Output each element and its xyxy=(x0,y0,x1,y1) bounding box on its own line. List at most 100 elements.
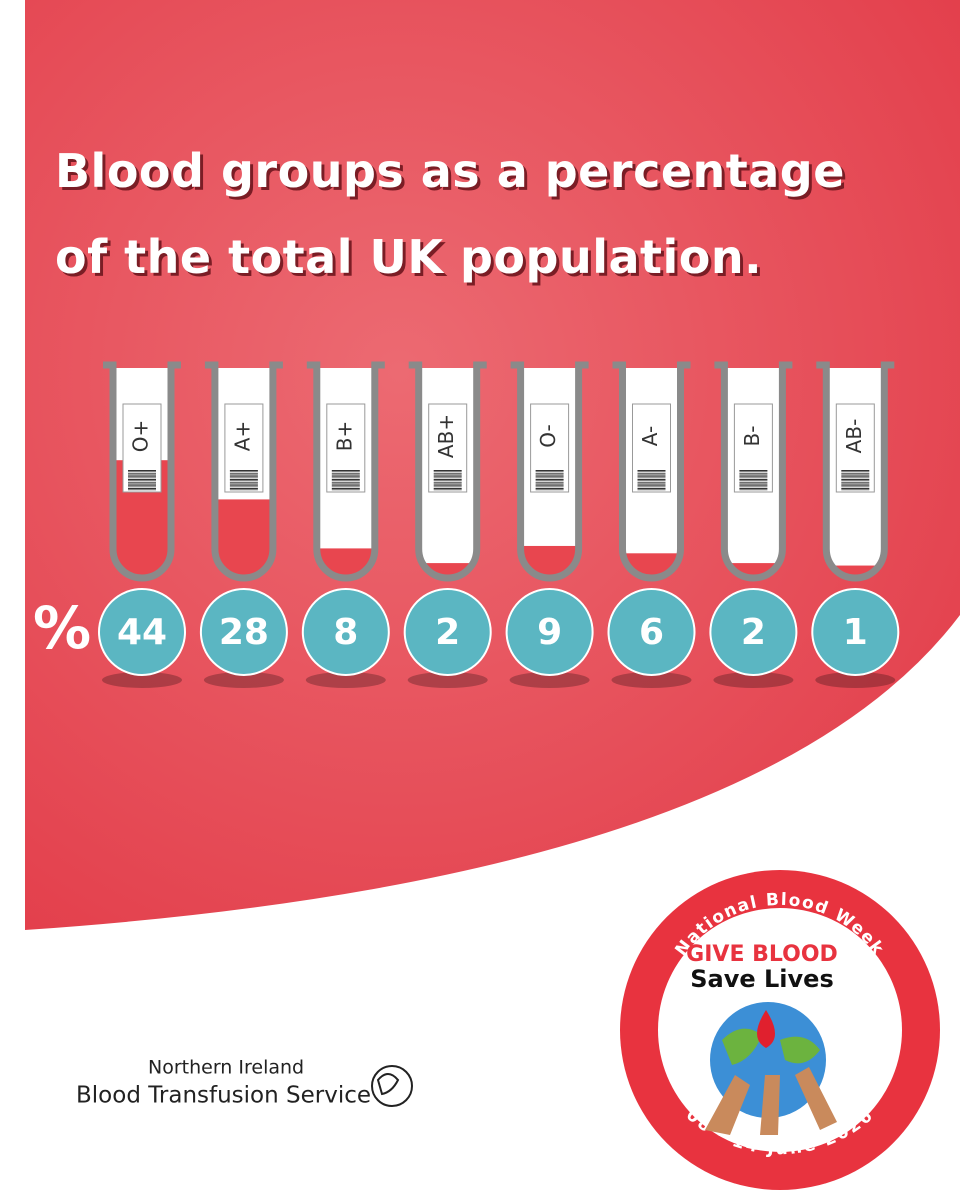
tube-label xyxy=(835,403,875,493)
barcode xyxy=(128,483,156,485)
barcode xyxy=(535,476,564,477)
barcode xyxy=(331,471,360,473)
barcode xyxy=(128,470,156,472)
barcode xyxy=(841,479,870,481)
tube-label-text: O- xyxy=(536,424,560,448)
barcode xyxy=(739,476,768,477)
tube-label-text: AB+ xyxy=(434,414,458,458)
tube-outline xyxy=(204,361,283,582)
tube: AB+ 2 xyxy=(403,361,492,688)
barcode xyxy=(331,479,360,481)
value-shadow xyxy=(407,672,488,688)
barcode xyxy=(128,473,156,474)
value-label: 6 xyxy=(639,612,664,653)
barcode xyxy=(433,476,462,477)
barcode xyxy=(229,482,258,483)
footer: Northern Ireland Blood Transfusion Servi… xyxy=(76,1057,413,1109)
barcode xyxy=(229,486,258,488)
barcode xyxy=(433,483,462,485)
barcode xyxy=(637,486,666,488)
tube-fill xyxy=(214,499,273,578)
logo-bird xyxy=(376,1073,400,1096)
tube: AB- 1 xyxy=(811,361,900,688)
barcode xyxy=(433,485,462,486)
background xyxy=(25,0,960,930)
tube-label xyxy=(632,403,671,493)
barcode xyxy=(535,477,564,479)
tube-label-text: B+ xyxy=(332,421,356,451)
barcode xyxy=(229,485,258,486)
barcode xyxy=(535,483,564,485)
value-badge xyxy=(199,588,288,676)
unit-symbol: % xyxy=(33,594,91,662)
barcode xyxy=(229,471,258,473)
barcode xyxy=(128,485,156,486)
barcode xyxy=(331,473,360,474)
barcode xyxy=(433,474,462,476)
barcode xyxy=(739,473,768,474)
barcode xyxy=(739,477,768,479)
barcode xyxy=(841,489,870,491)
value-shadow xyxy=(102,672,182,688)
barcode xyxy=(535,482,564,483)
barcode xyxy=(739,485,768,486)
value-shadow xyxy=(713,672,794,688)
barcode xyxy=(229,477,258,479)
barcode xyxy=(739,479,768,481)
value-label: 28 xyxy=(219,612,269,653)
barcode xyxy=(433,486,462,488)
barcode xyxy=(331,488,360,490)
barcode xyxy=(535,474,564,476)
barcode xyxy=(331,482,360,483)
barcode xyxy=(739,482,768,483)
barcode xyxy=(229,480,258,482)
barcode xyxy=(637,470,666,472)
value-badge xyxy=(505,588,594,676)
value-label: 9 xyxy=(537,612,562,653)
tube-outline xyxy=(612,361,691,582)
drop xyxy=(757,1010,775,1048)
barcode xyxy=(841,483,870,485)
tube-outline xyxy=(103,361,181,582)
barcode xyxy=(229,474,258,476)
barcode xyxy=(128,476,156,477)
barcode xyxy=(841,480,870,482)
value-label: 2 xyxy=(741,612,766,653)
barcode xyxy=(433,479,462,481)
chart-title: Blood groups as a percentage of the tota… xyxy=(55,144,845,284)
value-label: 1 xyxy=(843,612,868,653)
barcode xyxy=(739,474,768,476)
barcode xyxy=(739,488,768,490)
barcode xyxy=(331,476,360,477)
tube-label-text: B- xyxy=(740,426,764,447)
value-badge xyxy=(607,588,696,676)
barcode xyxy=(128,471,156,473)
tube-label xyxy=(224,403,264,493)
barcode xyxy=(637,471,666,473)
barcode xyxy=(637,473,666,474)
barcode xyxy=(128,488,156,490)
barcode xyxy=(841,474,870,476)
tube-label xyxy=(122,403,162,493)
tube-outline xyxy=(306,361,385,582)
barcode xyxy=(637,483,666,485)
barcode xyxy=(433,477,462,479)
tube-outline xyxy=(816,361,895,582)
barcode xyxy=(841,477,870,479)
barcode xyxy=(841,488,870,490)
barcode xyxy=(433,470,462,472)
tube: O+ 44 xyxy=(98,361,186,688)
barcode xyxy=(841,473,870,474)
barcode xyxy=(841,471,870,473)
tube-outline xyxy=(714,361,793,582)
barcode xyxy=(841,485,870,486)
barcode xyxy=(331,483,360,485)
barcode xyxy=(739,471,768,473)
badge-headline: GIVE BLOOD xyxy=(686,942,838,967)
barcode xyxy=(433,471,462,473)
barcode xyxy=(637,474,666,476)
barcode xyxy=(229,476,258,477)
barcode xyxy=(637,476,666,477)
tube: A+ 28 xyxy=(199,361,288,688)
